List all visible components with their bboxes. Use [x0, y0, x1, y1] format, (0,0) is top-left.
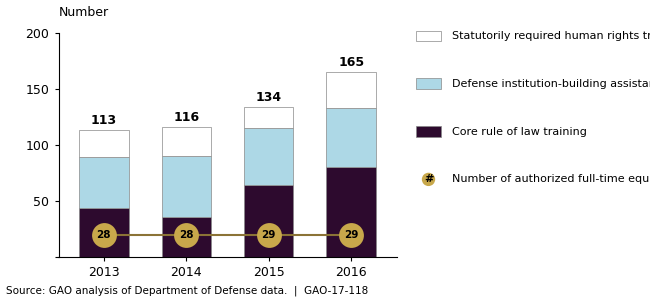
Text: #: # — [424, 174, 433, 184]
Text: 28: 28 — [97, 230, 111, 240]
Text: 134: 134 — [255, 91, 282, 103]
Bar — [326, 72, 376, 108]
Bar — [79, 130, 129, 157]
Text: Statutorily required human rights training: Statutorily required human rights traini… — [452, 31, 650, 41]
Text: 116: 116 — [173, 111, 200, 124]
Bar — [244, 107, 293, 128]
Text: 28: 28 — [179, 230, 194, 240]
Text: Defense institution-building assistance: Defense institution-building assistance — [452, 79, 650, 89]
Bar — [162, 217, 211, 257]
Point — [263, 232, 274, 237]
Point — [346, 232, 356, 237]
Bar — [79, 208, 129, 257]
Bar — [326, 167, 376, 257]
Bar — [162, 156, 211, 217]
Text: Core rule of law training: Core rule of law training — [452, 126, 586, 137]
Text: 29: 29 — [261, 230, 276, 240]
Text: 165: 165 — [338, 56, 364, 69]
Text: 113: 113 — [91, 114, 117, 127]
Point — [99, 232, 109, 237]
Point — [181, 232, 192, 237]
Bar — [79, 157, 129, 208]
Text: Number: Number — [58, 7, 109, 19]
Bar — [162, 127, 211, 156]
Text: Source: GAO analysis of Department of Defense data.  |  GAO-17-118: Source: GAO analysis of Department of De… — [6, 286, 369, 296]
Bar — [244, 128, 293, 185]
Text: 29: 29 — [344, 230, 358, 240]
Bar — [326, 108, 376, 167]
Bar — [244, 185, 293, 257]
Text: Number of authorized full-time equivalent staff: Number of authorized full-time equivalen… — [452, 174, 650, 184]
